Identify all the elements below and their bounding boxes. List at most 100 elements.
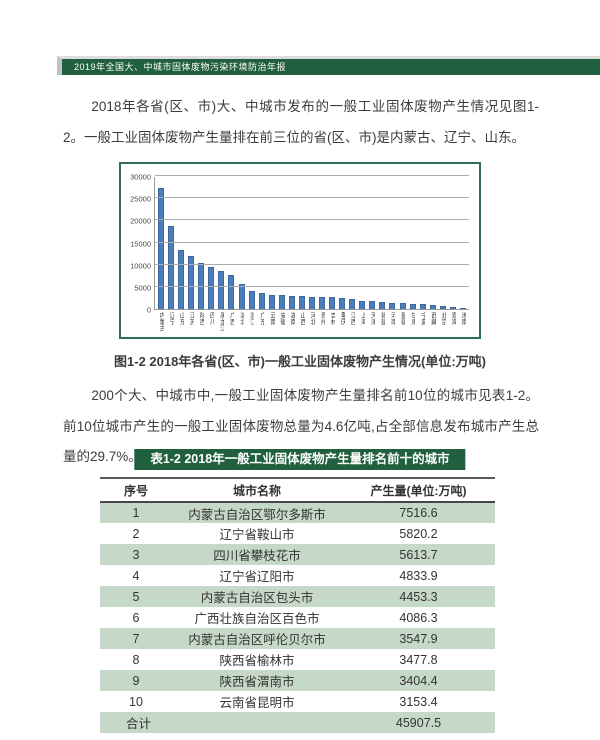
table-cell: 内蒙古自治区鄂尔多斯市 [188, 507, 326, 522]
table-cell: 3 [132, 547, 140, 562]
report-title: 2019年全国大、中城市固体废物污染环境防治年报 [74, 62, 287, 72]
total-label-cell: 合计 [126, 717, 152, 731]
y-tick-label: 15000 [130, 239, 151, 248]
table-row: 2 辽宁省鞍山市 5820.2 [100, 523, 495, 544]
table-row: 5 内蒙古自治区包头市 4453.3 [100, 586, 495, 607]
table-header-cell: 产生量(单位:万吨) [342, 477, 495, 503]
table-row: 7 内蒙古自治区呼伦贝尔市 3547.9 [100, 628, 495, 649]
figure-caption: 图1-2 2018年各省(区、市)一般工业固体废物产生情况(单位:万吨) [114, 354, 486, 369]
bar-河南 [389, 302, 396, 309]
table-cell: 3404.4 [399, 673, 438, 688]
table-cell: 5613.7 [399, 547, 438, 562]
x-tick-label: 上海 [359, 312, 366, 325]
bar-福建 [379, 302, 386, 309]
table-cell: 3153.4 [399, 694, 438, 709]
bar-北京 [439, 305, 446, 309]
total-value-cell: 45907.5 [395, 715, 442, 730]
x-tick-label: 北京 [439, 312, 446, 325]
table-total-row: 合计 45907.5 [100, 712, 495, 733]
table-header-cell: 城市名称 [172, 477, 342, 503]
bar-吉林 [329, 297, 336, 309]
bar-上海 [359, 301, 366, 309]
x-tick-label: 河南 [389, 312, 396, 325]
table-cell: 云南省昆明市 [219, 696, 295, 710]
x-tick-label: 浙江 [248, 312, 255, 325]
bar-内蒙古 [158, 188, 164, 309]
bar-广东 [258, 293, 265, 309]
bar-广西 [228, 274, 235, 309]
gridline [155, 175, 469, 176]
table-row: 10 云南省昆明市 3153.4 [100, 691, 495, 712]
y-tick-label: 20000 [130, 216, 151, 226]
table-cell: 辽宁省鞍山市 [219, 528, 295, 542]
x-tick-label: 新疆 [399, 312, 406, 325]
bar-河北 [308, 296, 315, 309]
paragraph-2: 200个大、中城市中,一般工业固体废物产生量排名前10位的城市见表1-2。前10… [63, 388, 539, 464]
bar-宁夏 [419, 304, 426, 309]
table-body: 1 内蒙古自治区鄂尔多斯市 7516.6 2 辽宁省鞍山市 5820.2 3 四川省攀枝花市 5… [100, 502, 495, 733]
x-tick-label: 陕西 [198, 312, 205, 325]
table-cell: 7 [132, 631, 140, 646]
x-tick-label: 广东 [258, 312, 265, 325]
bar-江西 [349, 298, 356, 309]
x-tick-label: 山西 [298, 312, 305, 325]
bar-江苏 [188, 255, 195, 309]
chart-plot-area [154, 175, 469, 310]
table-cell: 9 [132, 673, 140, 688]
table-cell: 7516.6 [399, 506, 438, 520]
table-cell: 8 [132, 652, 140, 667]
table-cell: 陕西省渭南市 [219, 675, 295, 689]
table-cell: 陕西省榆林市 [219, 654, 295, 668]
table-cell: 4 [132, 568, 140, 583]
table-cell: 辽宁省辽阳市 [219, 570, 295, 584]
bar-甘肃 [409, 303, 416, 309]
table-row: 6 广西壮族自治区百色市 4086.3 [100, 607, 495, 628]
x-tick-label: 宁夏 [419, 312, 426, 325]
table-cell: 3547.9 [399, 631, 438, 646]
bar-重庆 [339, 297, 346, 309]
x-tick-label: 甘肃 [409, 312, 416, 325]
x-tick-label: 江苏 [188, 312, 194, 325]
gridline [155, 219, 469, 221]
gridline [155, 241, 469, 243]
table-row: 3 四川省攀枝花市 5613.7 [100, 544, 495, 565]
table-cell: 1 [132, 506, 140, 520]
table-cell: 内蒙古自治区包头市 [200, 591, 314, 605]
bar-贵州 [319, 296, 325, 309]
table-cell: 10 [129, 694, 143, 709]
bar-山西 [298, 296, 305, 309]
top10-cities-table: 序号 城市名称 产生量(单位:万吨) 1 内蒙古自治区鄂尔多斯市 7516.6 2 辽宁省鞍… [100, 477, 495, 733]
x-axis-labels: 内蒙古 辽宁 山东 江苏 陕西 四川 黑龙江 广西 湖北 浙江 广东 云南 安徽 湖南 山西 河北 贵州 吉林 重庆… [154, 312, 469, 338]
x-tick-label: 天津 [369, 312, 376, 325]
bar-安徽 [278, 294, 285, 309]
bar-新疆 [399, 302, 406, 309]
x-tick-label: 广西 [228, 312, 235, 325]
bar-浙江 [248, 290, 255, 309]
page-header-band: 2019年全国大、中城市固体废物污染环境防治年报 [57, 56, 600, 75]
table-row: 9 陕西省渭南市 3404.4 [100, 670, 495, 691]
table-cell: 2 [132, 526, 140, 541]
bar-四川 [208, 267, 215, 309]
table-row: 8 陕西省榆林市 3477.8 [100, 649, 495, 670]
table-cell: 4086.3 [399, 610, 438, 625]
table-cell: 3477.8 [399, 652, 438, 667]
table-cell: 4833.9 [399, 568, 438, 583]
bar-天津 [369, 301, 376, 309]
bar-西藏 [429, 304, 436, 309]
table-cell: 四川省攀枝花市 [213, 549, 301, 563]
bar-湖北 [238, 283, 245, 309]
table-cell: 5 [132, 589, 140, 604]
bar-黑龙江 [218, 271, 225, 309]
bar-湖南 [288, 295, 295, 309]
x-tick-label: 河北 [308, 312, 315, 325]
paragraph-1: 2018年各省(区、市)大、中城市发布的一般工业固体废物产生情况见图1-2。一般… [63, 99, 539, 145]
bar-海南 [459, 308, 466, 309]
x-tick-label: 安徽 [278, 312, 285, 325]
x-tick-label: 云南 [268, 312, 275, 325]
x-tick-label: 江西 [349, 312, 355, 325]
table-title-banner: 表1-2 2018年一般工业固体废物产生量排名前十的城市 [134, 449, 466, 470]
table-cell: 6 [132, 610, 140, 625]
y-tick-label: 25000 [130, 194, 151, 204]
x-tick-label: 海南 [459, 312, 466, 325]
